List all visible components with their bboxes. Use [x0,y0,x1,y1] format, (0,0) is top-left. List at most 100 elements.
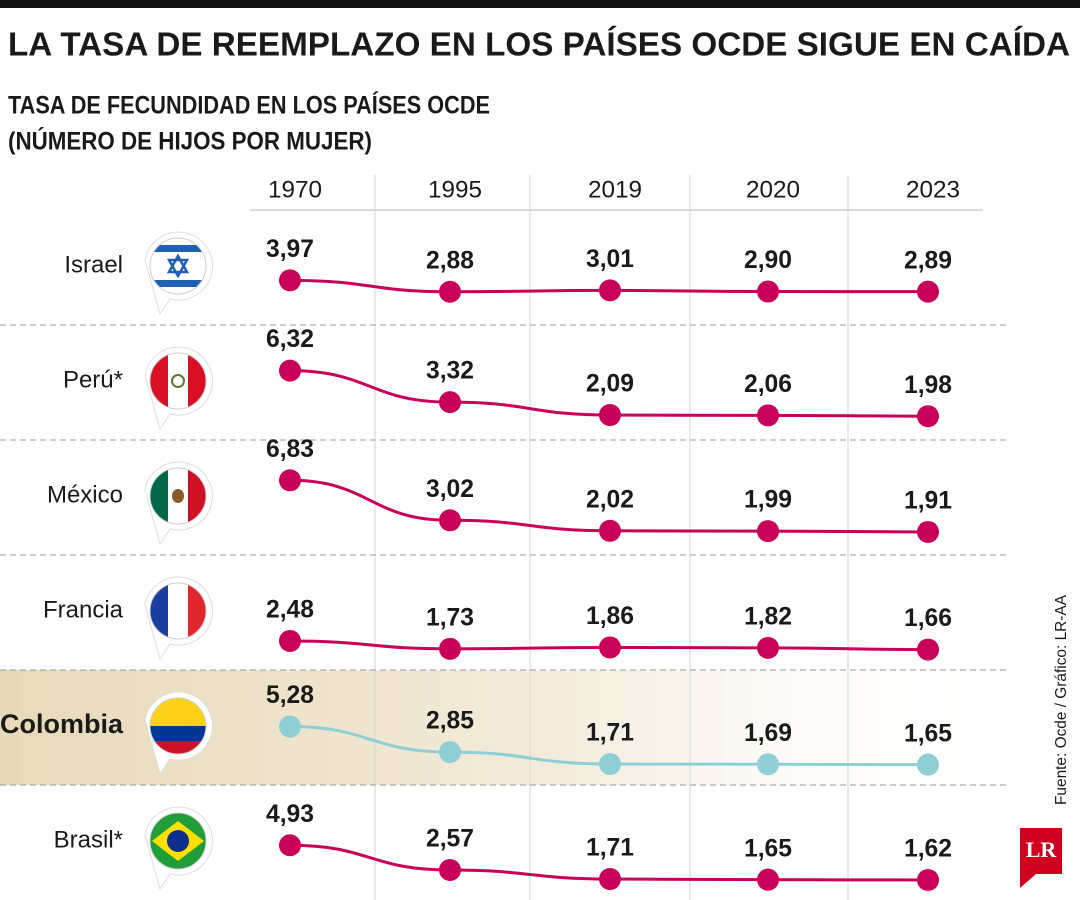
data-point [439,391,461,414]
country-name: Perú* [63,366,123,393]
data-point [279,715,301,738]
data-point [279,359,301,382]
flag-face [150,583,206,639]
data-label: 1,91 [904,487,952,515]
data-label: 2,06 [744,370,792,398]
flag-part [166,258,190,279]
data-label: 1,98 [904,371,952,399]
plot: 1970 1995 2019 2020 2023 Israel 3,97 2,88 3,01 2,… [0,175,1010,900]
chart-title: LA TASA DE REEMPLAZO EN LOS PAÍSES OCDE … [8,26,1070,63]
data-point [757,636,779,659]
flag-part [171,374,185,388]
data-point [439,509,461,532]
data-label: 2,48 [266,596,314,624]
data-point [599,753,621,776]
data-point [279,629,301,652]
data-label: 1,66 [904,604,952,632]
data-label: 5,28 [266,681,314,709]
country-name: Colombia [0,709,124,739]
data-point [917,638,939,661]
data-point [917,280,939,303]
data-point [917,868,939,891]
logo-tail [1020,874,1036,888]
data-point [599,404,621,427]
flag-face [150,238,206,294]
data-point [279,834,301,857]
data-label: 1,71 [586,834,634,862]
flag-face [150,813,206,869]
flag-part [188,583,206,639]
data-point [599,519,621,542]
flag-part [150,280,206,287]
data-label: 3,01 [586,245,634,273]
flag [144,231,213,316]
flag-part [150,353,168,409]
data-point [917,405,939,428]
data-point [439,637,461,660]
flag [144,346,213,431]
flag [144,576,213,661]
source: Fuente: Ocde / Gráfico: LR-AA [1053,595,1070,805]
data-point [439,741,461,764]
data-label: 1,73 [426,603,474,631]
data-label: 2,85 [426,707,474,735]
data-label: 1,65 [744,834,792,862]
logo-box [1020,828,1062,874]
column-header: 2023 [906,176,960,203]
flag-part [188,468,206,524]
data-point [279,269,301,292]
flag-part [150,726,206,741]
flag-rim [149,237,207,295]
flag [144,461,213,546]
data-label: 2,89 [904,246,952,274]
data-point [757,520,779,543]
data-point [599,279,621,302]
data-point [757,404,779,427]
flag-part [150,245,206,252]
column-header: 1995 [428,176,482,203]
data-label: 3,02 [426,475,474,503]
flag-face [150,353,206,409]
flag-rim [149,812,207,870]
data-point [439,280,461,303]
column-header: 2019 [588,176,642,203]
flag [144,691,213,776]
flag-rim [149,582,207,640]
country-name: Israel [64,251,123,278]
subtitle: TASA DE FECUNDIDAD EN LOS PAÍSES OCDE [8,91,490,120]
flag-rim [149,697,207,755]
data-point [599,636,621,659]
country-name: Brasil* [54,826,123,853]
data-label: 4,93 [266,800,314,828]
data-label: 3,97 [266,235,314,263]
data-label: 1,86 [586,602,634,630]
logo: LR [1026,837,1058,862]
data-label: 2,09 [586,370,634,398]
flag-part [150,468,168,524]
data-label: 6,83 [266,435,314,463]
data-label: 1,71 [586,719,634,747]
data-label: 1,99 [744,486,792,514]
data-label: 3,32 [426,357,474,385]
data-point [757,280,779,303]
data-label: 1,62 [904,835,952,863]
flag-rim [149,467,207,525]
data-label: 1,69 [744,719,792,747]
top-bar [0,0,1080,8]
column-header: 1970 [268,176,322,203]
data-point [279,469,301,492]
data-point [757,753,779,776]
country-name: Francia [43,596,124,623]
flag-part [172,489,184,503]
data-point [917,753,939,776]
data-label: 2,02 [586,485,634,513]
data-point [917,520,939,543]
data-point [599,868,621,891]
data-point [757,868,779,891]
flag-part [150,583,168,639]
subtitle: (NÚMERO DE HIJOS POR MUJER) [8,126,372,156]
flag-part [166,253,190,274]
data-point [439,859,461,882]
column-header: 2020 [746,176,800,203]
